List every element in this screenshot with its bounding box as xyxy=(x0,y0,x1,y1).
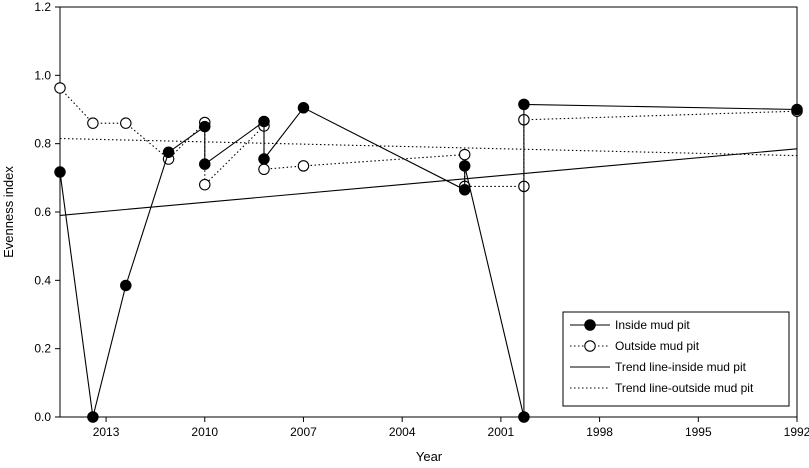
data-point-inside xyxy=(518,98,530,111)
y-tick-label: 0.0 xyxy=(34,410,51,424)
legend-label: Outside mud pit xyxy=(615,339,700,353)
data-point-outside xyxy=(258,163,270,176)
legend-label: Inside mud pit xyxy=(615,318,690,332)
y-axis: 0.0 0.2 0.4 0.6 0.8 1.0 1.2 xyxy=(34,0,60,424)
data-point-inside xyxy=(458,184,471,196)
data-point-outside xyxy=(458,148,471,161)
series-line xyxy=(59,148,798,216)
data-point-inside xyxy=(458,160,471,172)
y-tick-label: 0.2 xyxy=(34,342,51,356)
data-point-inside xyxy=(54,166,66,178)
y-tick-label: 1.2 xyxy=(34,0,51,14)
y-tick-label: 0.8 xyxy=(34,137,51,151)
y-tick-label: 0.4 xyxy=(34,273,51,287)
legend-box xyxy=(562,311,790,407)
x-tick-label: 1992 xyxy=(784,425,809,439)
data-point-inside xyxy=(87,411,99,423)
data-point-outside xyxy=(87,117,99,129)
legend-label: Trend line-inside mud pit xyxy=(615,360,747,374)
x-axis: 2013 2010 2007 2004 2001 1998 1995 1992 xyxy=(93,417,809,439)
x-tick-label: 2010 xyxy=(191,425,218,439)
y-tick-label: 1.0 xyxy=(34,68,51,82)
legend-label: Trend line-outside mud pit xyxy=(615,381,754,395)
x-tick-label: 2001 xyxy=(488,425,515,439)
data-point-outside xyxy=(297,160,310,172)
y-axis-title: Evenness index xyxy=(1,166,16,258)
data-point-inside xyxy=(297,102,310,114)
legend-marker xyxy=(584,319,596,331)
legend-marker xyxy=(584,340,596,352)
y-tick-label: 0.6 xyxy=(34,205,51,219)
data-point-inside xyxy=(120,279,132,292)
series-line xyxy=(59,137,798,157)
series-line xyxy=(59,103,798,418)
data-point-inside xyxy=(518,411,530,423)
x-axis-title: Year xyxy=(416,449,443,464)
x-tick-label: 2007 xyxy=(290,425,317,439)
x-tick-label: 2004 xyxy=(389,425,416,439)
data-point-inside xyxy=(258,115,270,128)
data-point-outside xyxy=(120,117,132,129)
data-point-inside xyxy=(199,120,211,133)
x-tick-label: 1998 xyxy=(586,425,613,439)
data-point-inside xyxy=(791,103,803,116)
data-point-inside xyxy=(162,146,175,158)
data-point-inside xyxy=(258,153,270,165)
series-layer xyxy=(54,82,803,423)
x-tick-label: 1995 xyxy=(685,425,712,439)
legend: Inside mud pit Outside mud pit Trend line-… xyxy=(562,311,790,407)
data-point-outside xyxy=(54,82,66,94)
x-tick-label: 2013 xyxy=(93,425,120,439)
data-point-inside xyxy=(199,158,211,170)
data-point-outside xyxy=(199,178,211,191)
